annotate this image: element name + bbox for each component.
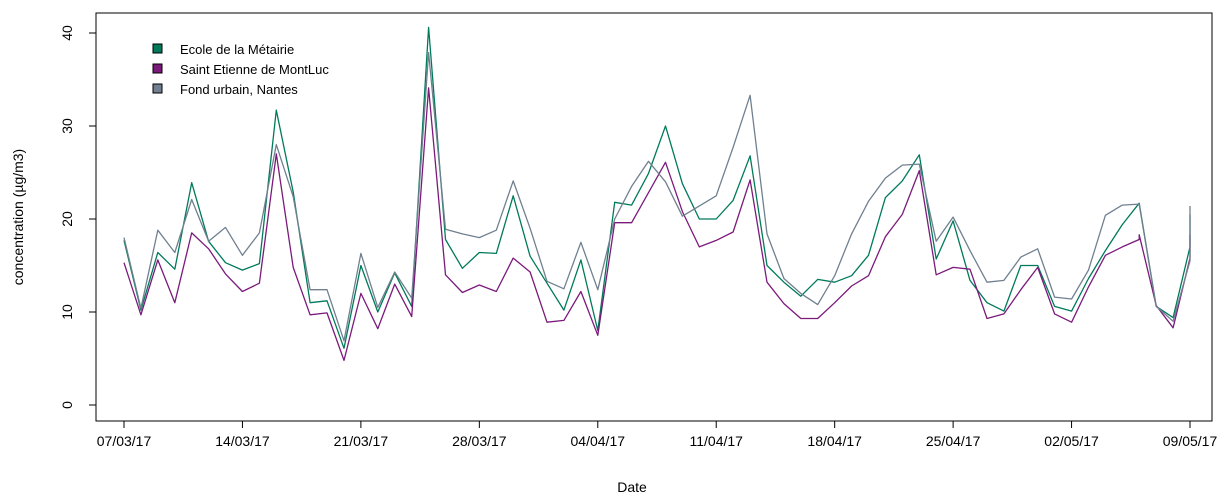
x-tick-label: 11/04/17: [689, 433, 743, 449]
x-tick-label: 18/04/17: [807, 433, 862, 449]
legend-swatch: [152, 43, 163, 54]
x-axis-title: Date: [617, 479, 647, 495]
x-tick-label: 09/05/17: [1163, 433, 1218, 449]
y-tick-label: 20: [59, 211, 75, 227]
y-axis-title: concentration (µg/m3): [10, 149, 26, 285]
y-tick-label: 0: [59, 401, 75, 409]
x-tick-label: 21/03/17: [334, 433, 389, 449]
legend-swatch: [152, 83, 163, 94]
series-line-1: [123, 26, 1191, 349]
legend-label: Ecole de la Métairie: [180, 42, 294, 57]
legend-swatch: [152, 63, 163, 74]
x-axis: 07/03/17 14/03/17 21/03/17 28/03/17 04/04/17…: [97, 420, 1218, 449]
y-tick-label: 30: [59, 118, 75, 134]
y-tick-label: 40: [59, 25, 75, 41]
y-tick-label: 10: [59, 304, 75, 320]
series-line-3: [123, 51, 1191, 342]
x-tick-label: 04/04/17: [571, 433, 626, 449]
x-tick-label: 02/05/17: [1044, 433, 1099, 449]
series-lines: [123, 26, 1191, 362]
x-tick-label: 28/03/17: [452, 433, 507, 449]
y-axis: 0 10 20 30 40: [59, 25, 97, 409]
x-tick-label: 25/04/17: [926, 433, 981, 449]
x-tick-label: 07/03/17: [97, 433, 152, 449]
x-tick-label: 14/03/17: [215, 433, 270, 449]
legend-label: Saint Etienne de MontLuc: [180, 62, 329, 77]
legend: Ecole de la Métairie Saint Etienne de Mon…: [152, 42, 329, 97]
legend-label: Fond urbain, Nantes: [180, 82, 298, 97]
series-line-2: [123, 87, 1191, 362]
